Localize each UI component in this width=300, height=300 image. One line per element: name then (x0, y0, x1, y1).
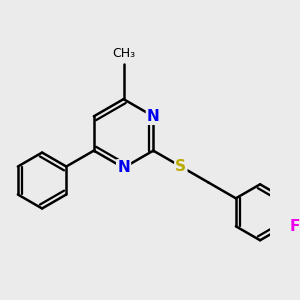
Text: N: N (117, 160, 130, 175)
Text: F: F (290, 219, 300, 234)
Text: N: N (147, 109, 160, 124)
Text: S: S (175, 159, 186, 174)
Text: CH₃: CH₃ (112, 47, 135, 60)
